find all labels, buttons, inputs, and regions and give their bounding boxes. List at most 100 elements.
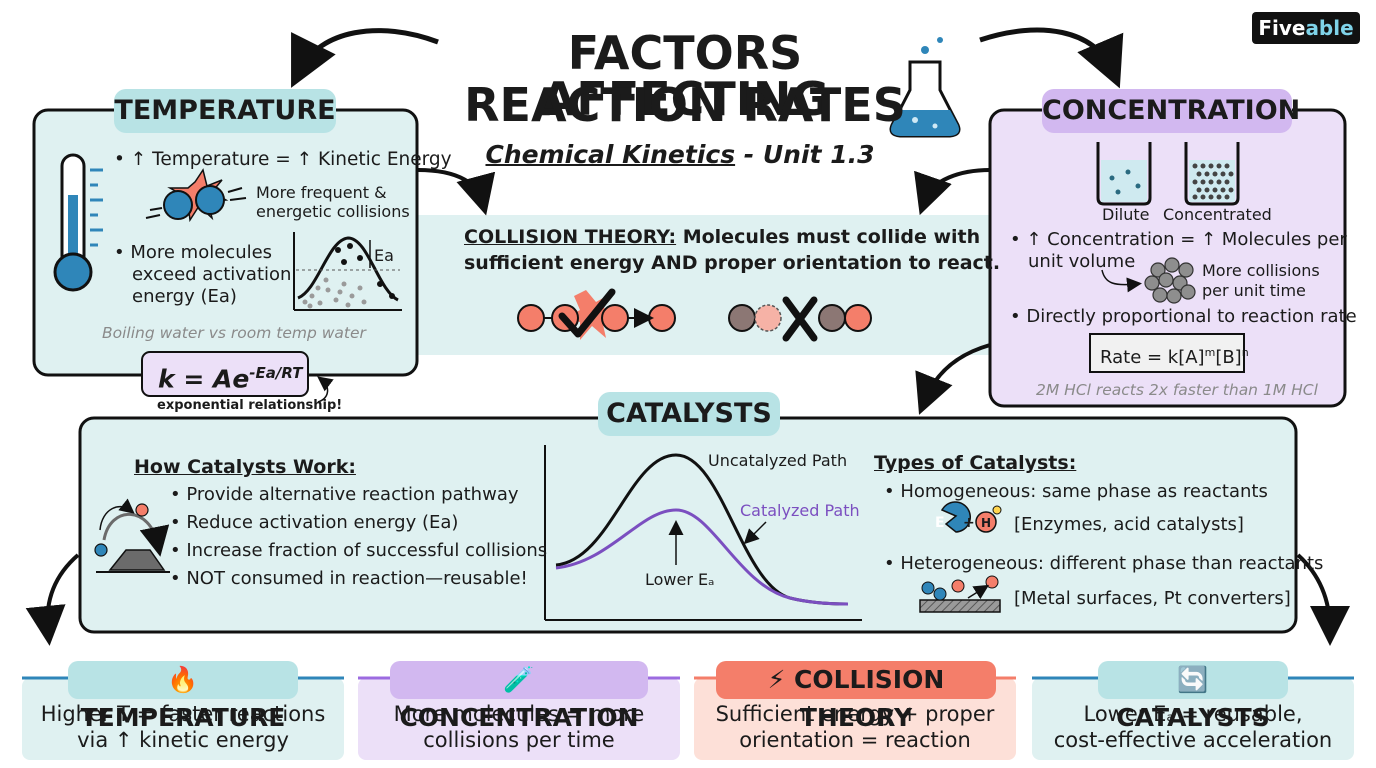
summary-collision-theory-title-text: COLLISION THEORY [794, 665, 945, 732]
temperature-bullet-2-line-1: • More molecules [114, 242, 273, 263]
enzyme-letter: E [935, 515, 945, 531]
catalysts-title: CATALYSTS [598, 392, 780, 436]
concentration-note-2: per unit time [1202, 281, 1306, 300]
summary-collision-theory-title: ⚡ COLLISION THEORY [716, 661, 996, 732]
collision-theory-line-1: COLLISION THEORY: Molecules must collide… [464, 226, 980, 248]
hydrogen-letter: H [981, 516, 992, 530]
activation-energy-label: Ea [374, 246, 394, 265]
enzyme-icon [940, 501, 1002, 533]
heterogeneous-text: • Heterogeneous: different phase than re… [884, 553, 1324, 574]
summary-catalysts-title-text: CATALYSTS [1116, 703, 1270, 732]
brand-logo: Fiveable [1252, 12, 1360, 44]
how-item-4: • NOT consumed in reaction—reusable! [170, 568, 528, 589]
molecule-cluster-icon [1144, 257, 1196, 304]
main-title-line-2: REACTION RATES [464, 78, 906, 132]
thermometer-icon [53, 153, 103, 292]
temperature-title: TEMPERATURE [114, 89, 336, 133]
concentration-bullet-1-line-1: • ↑ Concentration = ↑ Molecules per [1010, 229, 1347, 250]
failed-collision-icon [728, 296, 872, 342]
subtitle-unit: - Unit 1.3 [735, 140, 875, 169]
arrow-concentration-to-collision [914, 168, 991, 216]
collision-theory-line-2: sufficient energy AND proper orientation… [464, 252, 1001, 274]
how-item-2: • Reduce activation energy (Ea) [170, 512, 459, 533]
catalyzed-path-label: Catalyzed Path [740, 501, 860, 520]
collision-burst-icon [145, 168, 247, 223]
uncatalyzed-path-label: Uncatalyzed Path [708, 451, 848, 470]
brand-logo-part-1: Five [1258, 16, 1306, 40]
subtitle-main: Chemical Kinetics [485, 140, 736, 169]
how-item-1: • Provide alternative reaction pathway [170, 484, 519, 505]
catalyzed-curve [555, 508, 849, 606]
how-catalysts-work-heading: How Catalysts Work: [134, 456, 356, 478]
recycle-icon: 🔄 [1177, 665, 1209, 694]
concentrated-label: Concentrated [1163, 205, 1272, 224]
summary-collision-theory-text: Sufficient energy + proper orientation = … [694, 701, 1016, 753]
summary-concentration-text: More molecules = more collisions per time [358, 701, 680, 753]
rate-law-n: n [1241, 346, 1249, 359]
arrow-catalysts-right [1296, 553, 1350, 646]
homogeneous-text: • Homogeneous: same phase as reactants [884, 481, 1268, 502]
fire-icon: 🔥 [167, 665, 199, 694]
subtitle: Chemical Kinetics - Unit 1.3 [470, 140, 890, 169]
rate-law-b: [B] [1215, 347, 1242, 368]
test-tube-icon: 🧪 [503, 665, 535, 694]
temperature-example: Boiling water vs room temp water [102, 324, 366, 342]
enzyme-plus: + [963, 515, 975, 531]
arrow-concentration-to-catalysts [915, 343, 991, 415]
arrow-to-concentration [979, 27, 1124, 89]
dilute-label: Dilute [1102, 205, 1150, 224]
catalyzed-label-arrow [743, 521, 767, 545]
summary-temperature-line-2: via ↑ kinetic energy [77, 728, 289, 752]
summary-collision-theory-line-2: orientation = reaction [739, 728, 971, 752]
summary-concentration-line-2: collisions per time [423, 728, 615, 752]
cluster-arrow [1101, 269, 1142, 293]
rate-law-m: m [1204, 346, 1216, 359]
temperature-bullet-1: • ↑ Temperature = ↑ Kinetic Energy [114, 149, 452, 170]
brand-logo-part-2: able [1305, 16, 1354, 40]
temperature-collision-note-1: More frequent & [256, 183, 387, 202]
how-item-3: • Increase fraction of successful collis… [170, 540, 548, 561]
lightning-icon: ⚡ [767, 665, 786, 694]
arrow-catalysts-left [25, 553, 80, 646]
dilute-beaker-icon [1096, 142, 1152, 206]
formula-base: k = Ae [158, 364, 250, 394]
concentrated-beaker-icon [1184, 142, 1240, 206]
summary-temperature-title-text: TEMPERATURE [80, 703, 286, 732]
homogeneous-example: [Enzymes, acid catalysts] [1014, 514, 1244, 535]
arrow-to-temperature [291, 28, 439, 88]
lower-ea-label: Lower Eₐ [645, 570, 715, 589]
summary-concentration-title: 🧪 CONCENTRATION [390, 661, 648, 732]
temperature-bullet-2-line-3: energy (Ea) [132, 286, 237, 307]
temperature-bullet-2-line-2: exceed activation [132, 264, 292, 285]
concentration-bullet-1-line-2: unit volume [1028, 251, 1136, 272]
energy-diagram-axes [544, 445, 862, 621]
energy-distribution-chart [293, 232, 402, 311]
arrhenius-formula: k = Ae-Ea/RT [158, 358, 302, 394]
formula-exponent: -Ea/RT [249, 364, 303, 382]
heterogeneous-example: [Metal surfaces, Pt converters] [1014, 588, 1291, 609]
metal-surface-icon [919, 575, 1001, 613]
rate-law-box [1089, 333, 1245, 373]
summary-temperature-line-1: Higher T = faster reactions [40, 702, 326, 726]
formula-note: exponential relationship! [157, 398, 343, 413]
summary-catalysts-line-1: Lower Eₐ = reusable, [1083, 702, 1303, 726]
summary-temperature-title: 🔥 TEMPERATURE [68, 661, 298, 732]
summary-collision-theory-line-1: Sufficient energy + proper [715, 702, 995, 726]
concentration-note-1: More collisions [1202, 261, 1320, 280]
summary-catalysts-line-2: cost-effective acceleration [1053, 728, 1333, 752]
concentration-bullet-2: • Directly proportional to reaction rate [1010, 306, 1357, 327]
summary-concentration-line-1: More molecules = more [393, 702, 645, 726]
energy-diagram-curves [555, 453, 849, 606]
collision-theory-text-1: Molecules must collide with [676, 226, 981, 248]
collision-theory-heading: COLLISION THEORY: [464, 226, 677, 248]
types-of-catalysts-heading: Types of Catalysts: [874, 452, 1077, 474]
arrow-temperature-to-collision [417, 168, 496, 216]
summary-catalysts-title: 🔄 CATALYSTS [1098, 661, 1288, 732]
collision-theory-band [410, 215, 995, 355]
concentration-example: 2M HCl reacts 2x faster than 1M HCl [1036, 381, 1318, 399]
formula-note-arrow [317, 376, 334, 403]
concentration-title: CONCENTRATION [1042, 89, 1300, 133]
main-title-line-1: FACTORS AFFECTING [540, 26, 830, 126]
rate-law: Rate = k[A]m[B]n [1100, 342, 1249, 369]
summary-concentration-title-text: CONCENTRATION [399, 703, 639, 732]
